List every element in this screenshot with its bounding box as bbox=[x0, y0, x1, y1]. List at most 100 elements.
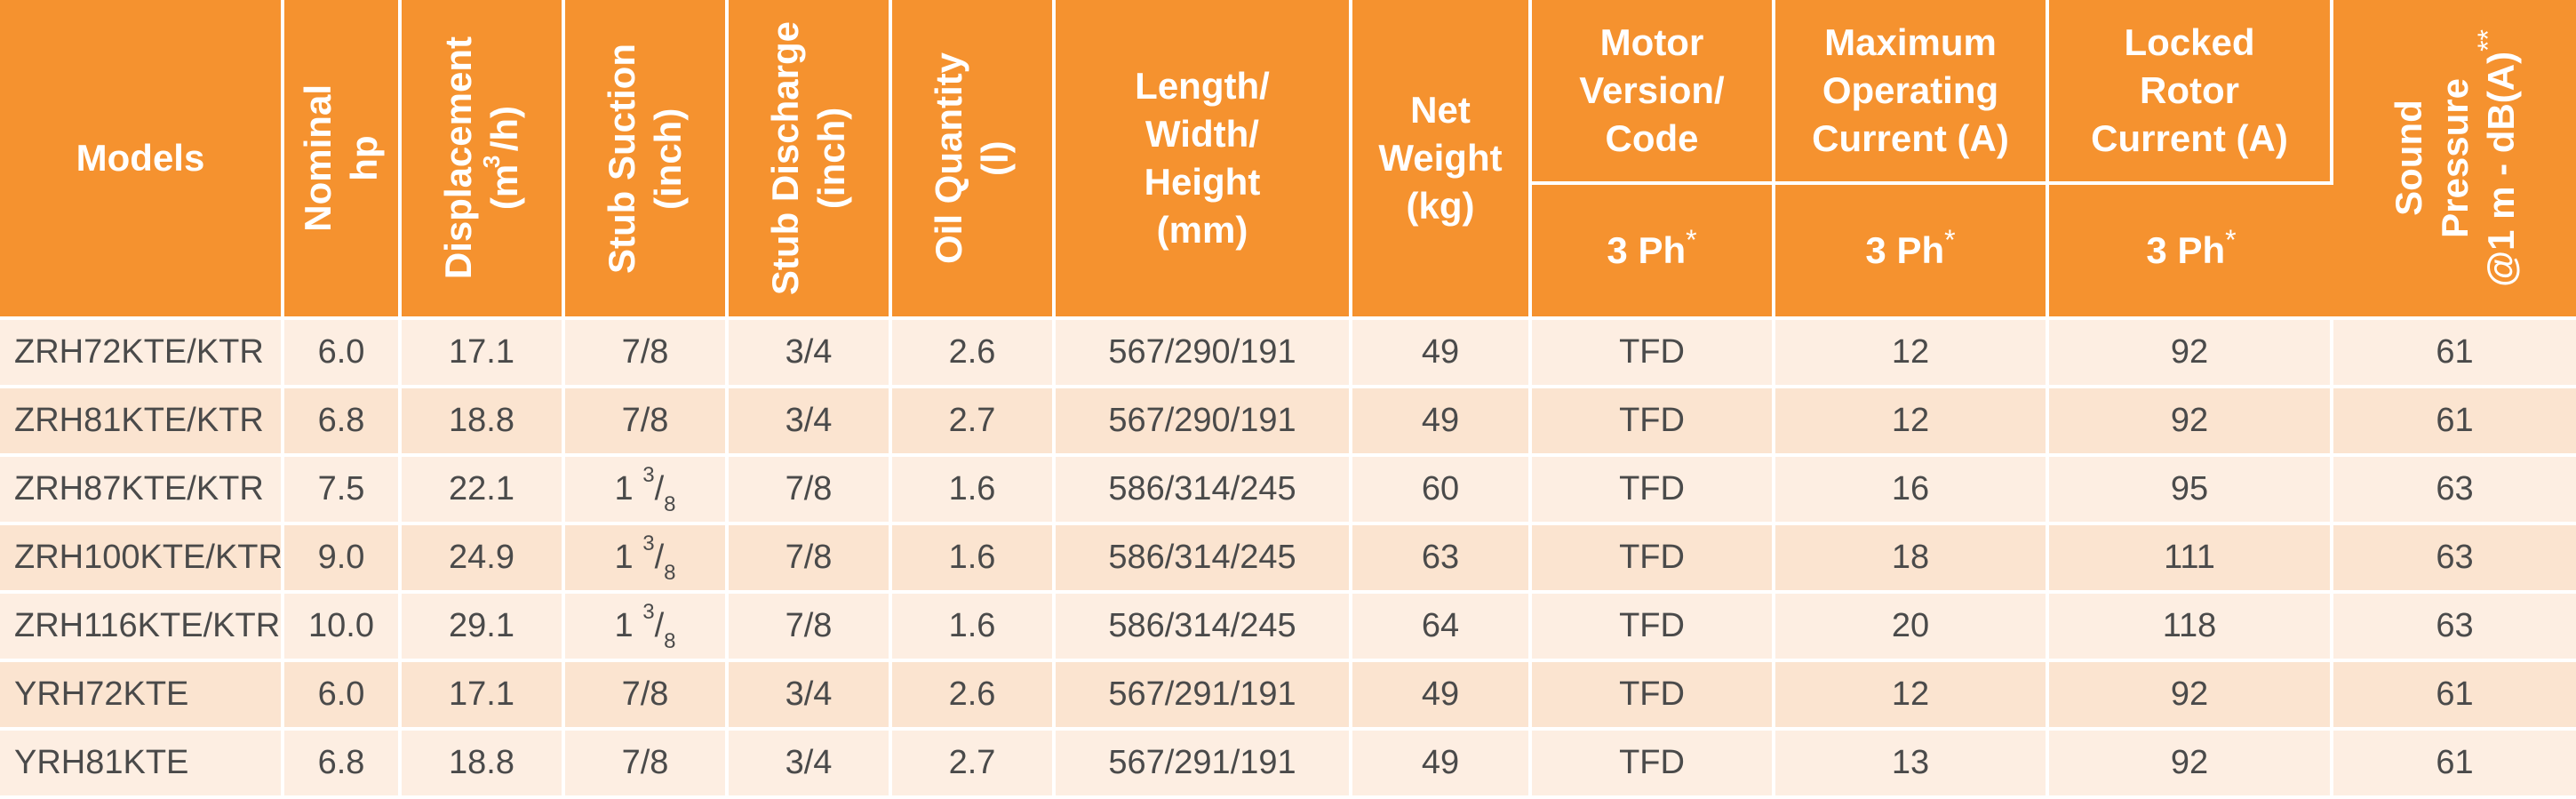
cell-stub-discharge: 3/4 bbox=[729, 320, 892, 388]
cell-net-weight: 49 bbox=[1352, 731, 1532, 799]
cell-dimensions: 567/291/191 bbox=[1056, 662, 1352, 731]
cell-max-operating-current: 12 bbox=[1775, 388, 2049, 457]
header-max-operating-current: Maximum Operating Current (A) bbox=[1775, 0, 2049, 185]
cell-motor-code: TFD bbox=[1532, 594, 1775, 662]
cell-max-operating-current: 20 bbox=[1775, 594, 2049, 662]
header-models: Models bbox=[0, 0, 284, 320]
subheader-lrc-3ph: 3 Ph* bbox=[2049, 185, 2333, 320]
cell-motor-code: TFD bbox=[1532, 457, 1775, 525]
cell-motor-code: TFD bbox=[1532, 320, 1775, 388]
table-row: YRH72KTE 6.0 17.1 7/8 3/4 2.6 567/291/191 49 TFD… bbox=[0, 662, 2576, 731]
cell-motor-code: TFD bbox=[1532, 731, 1775, 799]
cell-nominal-hp: 10.0 bbox=[284, 594, 402, 662]
cell-sound-pressure: 61 bbox=[2333, 662, 2576, 731]
cell-stub-discharge: 7/8 bbox=[729, 594, 892, 662]
cell-max-operating-current: 13 bbox=[1775, 731, 2049, 799]
cell-model: ZRH72KTE/KTR bbox=[0, 320, 284, 388]
cell-nominal-hp: 9.0 bbox=[284, 525, 402, 594]
cell-stub-discharge: 3/4 bbox=[729, 662, 892, 731]
cell-net-weight: 63 bbox=[1352, 525, 1532, 594]
cell-locked-rotor-current: 95 bbox=[2049, 457, 2333, 525]
cell-model: ZRH87KTE/KTR bbox=[0, 457, 284, 525]
cell-net-weight: 49 bbox=[1352, 320, 1532, 388]
cell-nominal-hp: 6.0 bbox=[284, 662, 402, 731]
cell-locked-rotor-current: 92 bbox=[2049, 731, 2333, 799]
subheader-moc-3ph: 3 Ph* bbox=[1775, 185, 2049, 320]
cell-dimensions: 567/291/191 bbox=[1056, 731, 1352, 799]
cell-displacement: 17.1 bbox=[402, 662, 565, 731]
cell-oil-quantity: 2.7 bbox=[892, 388, 1056, 457]
cell-nominal-hp: 6.8 bbox=[284, 731, 402, 799]
cell-net-weight: 49 bbox=[1352, 662, 1532, 731]
header-locked-rotor-current: Locked Rotor Current (A) bbox=[2049, 0, 2333, 185]
fraction-value: 1 3/8 bbox=[614, 600, 676, 653]
cell-displacement: 29.1 bbox=[402, 594, 565, 662]
cell-sound-pressure: 63 bbox=[2333, 525, 2576, 594]
table-row: ZRH100KTE/KTR 9.0 24.9 1 3/8 7/8 1.6 586/314/2… bbox=[0, 525, 2576, 594]
cell-stub-suction: 1 3/8 bbox=[565, 525, 729, 594]
cell-net-weight: 60 bbox=[1352, 457, 1532, 525]
cell-stub-discharge: 7/8 bbox=[729, 525, 892, 594]
cell-locked-rotor-current: 92 bbox=[2049, 662, 2333, 731]
header-sound-pressure: Sound Pressure @1 m - dB(A)** bbox=[2333, 0, 2576, 320]
table-row: ZRH116KTE/KTR 10.0 29.1 1 3/8 7/8 1.6 586/314/… bbox=[0, 594, 2576, 662]
cell-max-operating-current: 12 bbox=[1775, 320, 2049, 388]
header-stub-suction: Stub Suction (inch) bbox=[565, 0, 729, 320]
cell-stub-suction: 7/8 bbox=[565, 731, 729, 799]
table-row: ZRH72KTE/KTR 6.0 17.1 7/8 3/4 2.6 567/290/191 4… bbox=[0, 320, 2576, 388]
cell-sound-pressure: 61 bbox=[2333, 388, 2576, 457]
cell-stub-suction: 7/8 bbox=[565, 320, 729, 388]
table-row: ZRH87KTE/KTR 7.5 22.1 1 3/8 7/8 1.6 586/314/24… bbox=[0, 457, 2576, 525]
table-row: YRH81KTE 6.8 18.8 7/8 3/4 2.7 567/291/191 49 TFD… bbox=[0, 731, 2576, 799]
cell-stub-suction: 7/8 bbox=[565, 662, 729, 731]
cell-stub-suction: 1 3/8 bbox=[565, 457, 729, 525]
cell-locked-rotor-current: 111 bbox=[2049, 525, 2333, 594]
cell-model: ZRH100KTE/KTR bbox=[0, 525, 284, 594]
cell-motor-code: TFD bbox=[1532, 662, 1775, 731]
cell-max-operating-current: 12 bbox=[1775, 662, 2049, 731]
cell-oil-quantity: 2.7 bbox=[892, 731, 1056, 799]
cell-nominal-hp: 6.0 bbox=[284, 320, 402, 388]
header-displacement: Displacement (m3/h) bbox=[402, 0, 565, 320]
cell-dimensions: 567/290/191 bbox=[1056, 320, 1352, 388]
fraction-value: 1 3/8 bbox=[614, 463, 676, 516]
cell-oil-quantity: 1.6 bbox=[892, 457, 1056, 525]
cell-oil-quantity: 2.6 bbox=[892, 662, 1056, 731]
cell-dimensions: 567/290/191 bbox=[1056, 388, 1352, 457]
cell-model: YRH72KTE bbox=[0, 662, 284, 731]
cell-motor-code: TFD bbox=[1532, 525, 1775, 594]
cell-sound-pressure: 63 bbox=[2333, 457, 2576, 525]
cell-oil-quantity: 1.6 bbox=[892, 594, 1056, 662]
table-header: Models Nominal hp Displacement (m3/h) Stu… bbox=[0, 0, 2576, 320]
header-stub-discharge: Stub Discharge (inch) bbox=[729, 0, 892, 320]
cell-stub-suction: 1 3/8 bbox=[565, 594, 729, 662]
cell-displacement: 18.8 bbox=[402, 731, 565, 799]
header-dimensions: Length/ Width/ Height (mm) bbox=[1056, 0, 1352, 320]
cell-dimensions: 586/314/245 bbox=[1056, 525, 1352, 594]
cell-locked-rotor-current: 92 bbox=[2049, 320, 2333, 388]
table-body: ZRH72KTE/KTR 6.0 17.1 7/8 3/4 2.6 567/290/191 4… bbox=[0, 320, 2576, 799]
table-row: ZRH81KTE/KTR 6.8 18.8 7/8 3/4 2.7 567/290/191 4… bbox=[0, 388, 2576, 457]
cell-nominal-hp: 7.5 bbox=[284, 457, 402, 525]
cell-sound-pressure: 61 bbox=[2333, 731, 2576, 799]
cell-dimensions: 586/314/245 bbox=[1056, 594, 1352, 662]
header-oil-quantity: Oil Quantity (l) bbox=[892, 0, 1056, 320]
fraction-value: 1 3/8 bbox=[614, 531, 676, 585]
cell-model: ZRH81KTE/KTR bbox=[0, 388, 284, 457]
cell-net-weight: 49 bbox=[1352, 388, 1532, 457]
cell-sound-pressure: 63 bbox=[2333, 594, 2576, 662]
header-nominal-hp: Nominal hp bbox=[284, 0, 402, 320]
cell-max-operating-current: 16 bbox=[1775, 457, 2049, 525]
cell-oil-quantity: 1.6 bbox=[892, 525, 1056, 594]
cell-motor-code: TFD bbox=[1532, 388, 1775, 457]
cell-max-operating-current: 18 bbox=[1775, 525, 2049, 594]
cell-displacement: 22.1 bbox=[402, 457, 565, 525]
cell-locked-rotor-current: 92 bbox=[2049, 388, 2333, 457]
cell-model: YRH81KTE bbox=[0, 731, 284, 799]
cell-displacement: 24.9 bbox=[402, 525, 565, 594]
cell-stub-suction: 7/8 bbox=[565, 388, 729, 457]
cell-nominal-hp: 6.8 bbox=[284, 388, 402, 457]
subheader-motor-3ph: 3 Ph* bbox=[1532, 185, 1775, 320]
cell-stub-discharge: 7/8 bbox=[729, 457, 892, 525]
cell-displacement: 17.1 bbox=[402, 320, 565, 388]
